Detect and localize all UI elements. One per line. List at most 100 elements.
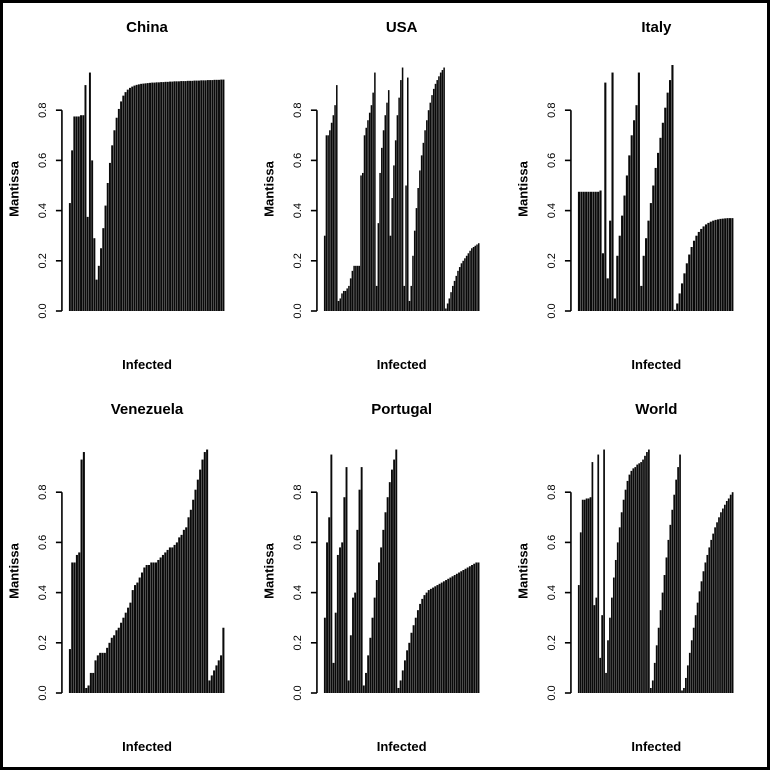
bar [117, 627, 120, 693]
bar [597, 454, 600, 693]
bar [660, 610, 662, 693]
panel-venezuela: Venezuela Mantissa 0.0 0.2 0.4 0.6 0.8 Infec… [3, 385, 258, 767]
bar [448, 298, 450, 311]
bar [683, 273, 686, 311]
bar [351, 597, 354, 693]
bar [340, 542, 343, 693]
bar [340, 293, 343, 311]
bar [327, 135, 329, 311]
bar [425, 592, 428, 693]
bar [353, 592, 356, 693]
bar [101, 652, 104, 693]
bar [336, 554, 339, 693]
bar [164, 81, 167, 311]
bar [729, 218, 732, 311]
bar [477, 562, 480, 693]
bar [122, 617, 125, 693]
bar [377, 223, 379, 311]
bar [584, 499, 586, 693]
bar [642, 255, 646, 311]
bar [710, 221, 713, 311]
bar [661, 592, 664, 693]
y-tick-label: 0.4 [37, 203, 49, 218]
bar [364, 672, 367, 693]
bar [399, 680, 402, 693]
y-tick-label: 0.8 [546, 485, 558, 500]
bar [605, 672, 608, 693]
bar [203, 452, 206, 693]
bar [408, 300, 410, 311]
bar [124, 612, 127, 693]
bar [728, 498, 730, 693]
bar [210, 675, 213, 693]
bar [332, 115, 334, 311]
bar [468, 250, 471, 311]
bar [180, 81, 183, 311]
bar [413, 230, 416, 311]
bar [213, 79, 216, 311]
y-tick-label: 0.0 [37, 303, 49, 318]
bar [644, 455, 647, 693]
bar [152, 562, 155, 693]
bar [404, 185, 407, 311]
bar [333, 105, 336, 312]
bar [465, 255, 468, 311]
bar [209, 80, 212, 311]
bar [361, 172, 364, 311]
bar [168, 547, 171, 693]
bar [103, 652, 106, 693]
bar [138, 577, 141, 693]
y-tick-label: 0.6 [292, 535, 304, 550]
bar [85, 687, 88, 693]
bar [652, 185, 655, 311]
bar [142, 83, 145, 311]
bar [658, 627, 660, 693]
bar [628, 474, 631, 693]
bar [599, 657, 602, 693]
bar [691, 640, 693, 693]
bar [451, 576, 454, 693]
bar [68, 649, 71, 693]
bar [591, 462, 594, 693]
bar [647, 220, 650, 311]
bar [633, 120, 636, 312]
bar [477, 243, 480, 311]
bar [75, 554, 78, 693]
bar [621, 512, 623, 693]
bar [218, 79, 220, 311]
bar [659, 137, 662, 311]
bar [155, 82, 158, 311]
bar [415, 208, 417, 311]
bar [418, 603, 421, 693]
bar [403, 285, 405, 311]
bar [431, 587, 434, 693]
bar [194, 489, 197, 693]
bar [127, 607, 130, 693]
bar [377, 562, 380, 693]
x-axis-label: Infected [631, 357, 682, 372]
y-tick-label: 0.2 [546, 635, 558, 650]
bar [126, 89, 129, 312]
bar-chart-venezuela: 0.0 0.2 0.4 0.6 0.8 [37, 449, 225, 701]
bar [427, 110, 429, 311]
bar [439, 72, 442, 311]
bar [104, 205, 107, 311]
bar [650, 203, 653, 311]
bar [695, 235, 698, 311]
bar [609, 617, 612, 693]
bar [327, 517, 330, 693]
bar [171, 547, 174, 693]
y-tick-label: 0.0 [292, 685, 304, 700]
bar [722, 508, 725, 693]
bar [673, 494, 676, 693]
bar [95, 279, 98, 312]
bar [595, 597, 598, 693]
bar [186, 80, 189, 311]
bar [704, 562, 707, 693]
bar [712, 220, 715, 311]
bar [444, 580, 447, 693]
bar [618, 235, 622, 311]
bar [688, 254, 691, 312]
panel-title-world: World [635, 401, 678, 418]
bar [654, 167, 658, 311]
